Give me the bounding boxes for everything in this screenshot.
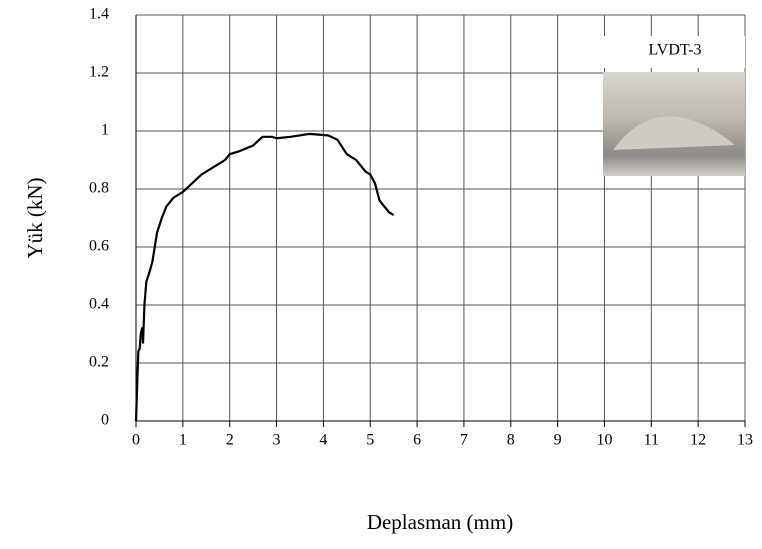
x-tick-label: 2 (226, 432, 234, 449)
y-tick-label: 1 (101, 122, 109, 139)
x-tick-label: 7 (460, 432, 468, 449)
x-tick-label: 5 (366, 432, 374, 449)
x-tick-label: 10 (596, 432, 612, 449)
x-tick-label: 0 (132, 432, 140, 449)
inset-label-bg (603, 36, 745, 68)
x-tick-label: 13 (737, 432, 753, 449)
annotation: LVDT-3 (648, 42, 701, 59)
x-tick-label: 6 (413, 432, 421, 449)
x-tick-label: 11 (644, 432, 659, 449)
x-tick-label: 9 (554, 432, 562, 449)
x-tick-label: 1 (179, 432, 187, 449)
inset-photo-shape (613, 116, 735, 150)
x-tick-label: 3 (273, 432, 281, 449)
y-tick-label: 0.4 (89, 296, 109, 313)
x-tick-label: 8 (507, 432, 515, 449)
y-tick-label: 0.8 (89, 180, 109, 197)
data-line (134, 132, 395, 422)
y-tick-label: 1.4 (89, 6, 109, 23)
y-tick-label: 1.2 (89, 64, 109, 81)
x-axis-title: Deplasman (mm) (367, 510, 513, 534)
y-axis-title: Yük (kN) (23, 177, 47, 258)
x-tick-label: 12 (690, 432, 706, 449)
x-tick-label: 4 (319, 432, 327, 449)
y-tick-label: 0 (101, 412, 109, 429)
y-tick-label: 0.6 (89, 238, 109, 255)
y-tick-label: 0.2 (89, 354, 109, 371)
